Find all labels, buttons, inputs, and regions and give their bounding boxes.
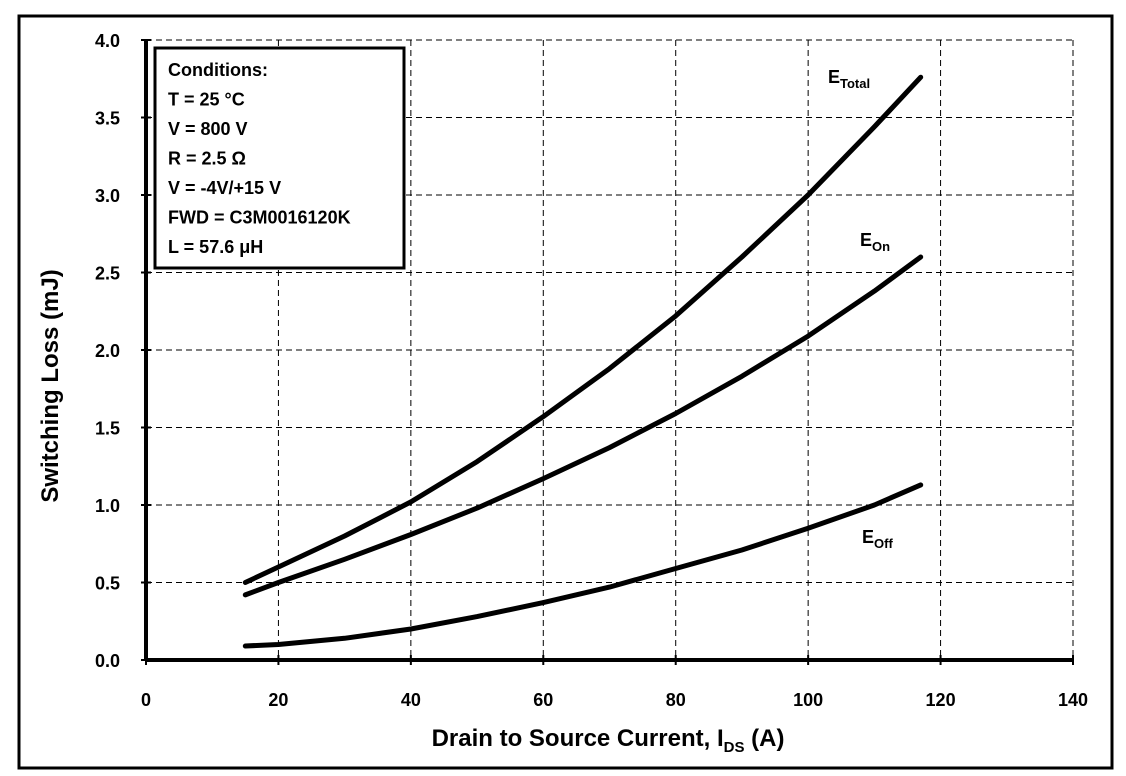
x-tick-label: 60 [533, 690, 553, 710]
x-tick-label: 140 [1058, 690, 1088, 710]
series-label-total: ETotal [828, 67, 870, 91]
series-line-total [242, 74, 924, 585]
x-tick-label: 100 [793, 690, 823, 710]
y-tick-label: 3.5 [95, 109, 120, 129]
grid [146, 39, 1074, 660]
x-tick-label: 0 [141, 690, 151, 710]
y-tick-label: 1.0 [95, 496, 120, 516]
series-label-off: EOff [862, 527, 893, 551]
x-tick-labels: 0 20 40 60 80 100 120 140 [141, 690, 1088, 710]
x-tick-label: 120 [926, 690, 956, 710]
legend-line: Conditions: [168, 60, 268, 80]
series-labels: ETotal EOn EOff [828, 67, 893, 551]
y-tick-label: 2.5 [95, 264, 120, 284]
legend-line: L = 57.6 μH [168, 237, 263, 257]
axes [141, 39, 1074, 665]
y-tick-label: 2.0 [95, 341, 120, 361]
y-tick-labels: 0.0 0.5 1.0 1.5 2.0 2.5 3.0 3.5 4.0 [95, 31, 120, 671]
legend-line: V = 800 V [168, 119, 248, 139]
legend-line: R = 2.5 Ω [168, 149, 246, 169]
legend-line: FWD = C3M0016120K [168, 208, 351, 228]
series-line-on [242, 254, 924, 598]
series-line-off [242, 482, 924, 649]
x-tick-label: 80 [666, 690, 686, 710]
x-axis-title: Drain to Source Current, IDS (A) [432, 725, 785, 756]
x-tick-label: 40 [401, 690, 421, 710]
series-lines [242, 74, 924, 649]
y-tick-label: 1.5 [95, 419, 120, 439]
legend-line: T = 25 °C [168, 90, 245, 110]
legend-frame [153, 46, 406, 270]
series-label-on: EOn [860, 230, 890, 254]
y-tick-label: 3.0 [95, 186, 120, 206]
x-tick-label: 20 [268, 690, 288, 710]
y-tick-label: 0.5 [95, 574, 120, 594]
y-axis-title: Switching Loss (mJ) [37, 269, 64, 502]
legend-box: Conditions: T = 25 °C V = 800 V R = 2.5 Ω V … [153, 46, 406, 270]
legend-line: V = -4V/+15 V [168, 178, 281, 198]
y-tick-label: 4.0 [95, 31, 120, 51]
y-tick-label: 0.0 [95, 651, 120, 671]
